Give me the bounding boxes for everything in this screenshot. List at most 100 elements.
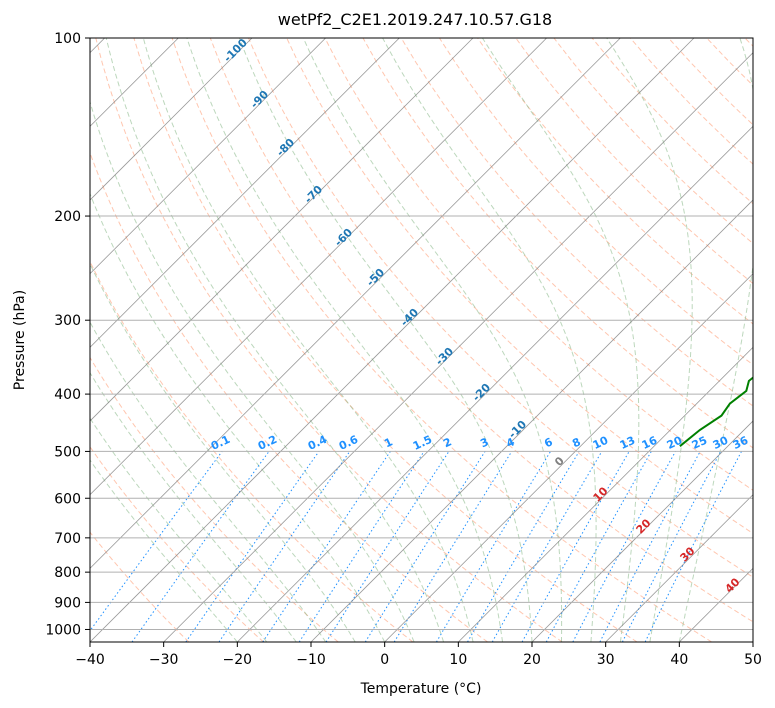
mixing-ratio-label: 1 <box>382 435 394 450</box>
y-tick-label: 500 <box>54 444 81 460</box>
moist-adiabat <box>90 459 238 642</box>
mixing-ratio-line <box>644 451 742 642</box>
isotherm-label: -70 <box>302 183 325 206</box>
y-tick-label: 700 <box>54 531 81 547</box>
dry-adiabat <box>90 356 339 642</box>
mixing-ratio-label: 20 <box>665 434 685 452</box>
dry-adiabat <box>324 38 753 491</box>
isotherm-label: 20 <box>634 516 654 536</box>
dry-adiabat <box>477 38 753 325</box>
x-axis-label: Temperature (°C) <box>360 681 482 697</box>
y-tick-label: 300 <box>54 313 81 329</box>
isotherm-line <box>90 38 547 496</box>
isotherm-label: -60 <box>332 226 355 249</box>
dry-adiabat <box>171 38 712 642</box>
isotherm-line <box>90 38 400 348</box>
moist-adiabat <box>105 38 445 642</box>
x-tick-label: 30 <box>597 652 615 668</box>
plot-area: -100-90-80-70-60-50-40-30-20-10010203040… <box>45 31 762 668</box>
x-tick-label: 10 <box>449 652 467 668</box>
isotherm-line <box>90 38 253 201</box>
dry-adiabat <box>209 38 753 623</box>
mixing-ratio-label: 36 <box>731 434 751 452</box>
mixing-ratio-line <box>521 451 630 642</box>
mixing-ratio-line <box>393 451 513 642</box>
isotherm-label: -80 <box>274 136 297 159</box>
dry-adiabat <box>133 38 638 642</box>
y-tick-label: 800 <box>54 565 81 581</box>
dry-adiabat <box>706 38 753 87</box>
moist-adiabat <box>382 38 597 642</box>
moist-adiabat <box>302 38 563 642</box>
moist-adiabat <box>90 262 356 642</box>
x-tick-label: −10 <box>296 652 326 668</box>
isotherm-line <box>163 52 753 642</box>
x-tick-label: 40 <box>670 652 688 668</box>
isotherm-line <box>310 199 753 642</box>
mixing-ratio-line <box>185 451 320 642</box>
mixing-ratio-line <box>325 451 450 642</box>
mixing-ratio-label: 16 <box>640 434 660 452</box>
x-tick-label: 20 <box>523 652 541 668</box>
mixing-ratio-line <box>467 451 580 642</box>
x-tick-label: −30 <box>149 652 179 668</box>
moist-adiabat <box>90 417 268 642</box>
dry-adiabat <box>95 38 563 642</box>
isotherm-label: -20 <box>470 381 493 404</box>
mixing-ratio-label: 13 <box>618 434 637 452</box>
isotherm-line <box>752 641 753 642</box>
moist-adiabat <box>606 38 693 642</box>
mixing-ratio-line <box>545 451 652 642</box>
isotherm-line <box>237 125 753 642</box>
mixing-ratio-line <box>364 451 486 642</box>
mixing-ratio-label: 0.1 <box>209 433 232 453</box>
dry-adiabat <box>362 38 753 449</box>
y-tick-label: 400 <box>54 387 81 403</box>
isotherm-label: 30 <box>678 544 698 564</box>
isotherm-label: 40 <box>723 575 743 595</box>
isotherm-line <box>90 38 621 569</box>
mixing-ratio-label: 3 <box>478 435 490 450</box>
dry-adiabat <box>90 151 488 642</box>
chart-title: wetPf2_C2E1.2019.247.10.57.G18 <box>278 10 552 30</box>
dry-adiabat <box>90 445 264 642</box>
mixing-ratio-line <box>298 451 425 642</box>
mixing-ratio-label: 0.6 <box>337 433 360 453</box>
moist-adiabat <box>678 38 753 642</box>
isotherm-label: 10 <box>591 484 611 504</box>
dewpoint-profile <box>679 376 753 447</box>
isotherm-label: -30 <box>433 345 456 368</box>
isotherm-label: -50 <box>364 266 387 289</box>
y-tick-label: 600 <box>54 491 81 507</box>
isotherm-line <box>90 38 326 275</box>
isotherm-label: -90 <box>248 88 271 111</box>
y-axis-label: Pressure (hPa) <box>12 290 28 390</box>
isotherm-line <box>531 420 753 642</box>
y-tick-label: 900 <box>54 595 81 611</box>
dry-adiabat <box>438 38 753 366</box>
dry-adiabat <box>248 38 753 578</box>
plot-frame <box>89 37 754 643</box>
x-tick-label: 0 <box>380 652 389 668</box>
y-tick-label: 200 <box>54 209 81 225</box>
moist-adiabat <box>481 38 640 642</box>
mixing-ratio-line <box>218 451 351 642</box>
y-tick-label: 100 <box>54 31 81 47</box>
x-tick-label: 50 <box>744 652 762 668</box>
isotherm-line <box>90 38 474 422</box>
dry-adiabat <box>90 260 414 642</box>
dry-adiabat <box>286 38 753 535</box>
x-tick-label: −20 <box>223 652 253 668</box>
isotherm-label: -100 <box>221 36 250 65</box>
mixing-ratio-label: 30 <box>711 434 731 452</box>
dry-adiabat <box>400 38 753 407</box>
isotherm-line <box>90 38 695 642</box>
dry-adiabat <box>90 531 190 642</box>
plot-content <box>90 38 753 642</box>
dry-adiabat <box>515 38 753 285</box>
moist-adiabat <box>142 38 474 642</box>
mixing-ratio-line <box>572 451 676 642</box>
mixing-ratio-label: 10 <box>591 434 611 452</box>
isotherm-line <box>384 273 753 642</box>
